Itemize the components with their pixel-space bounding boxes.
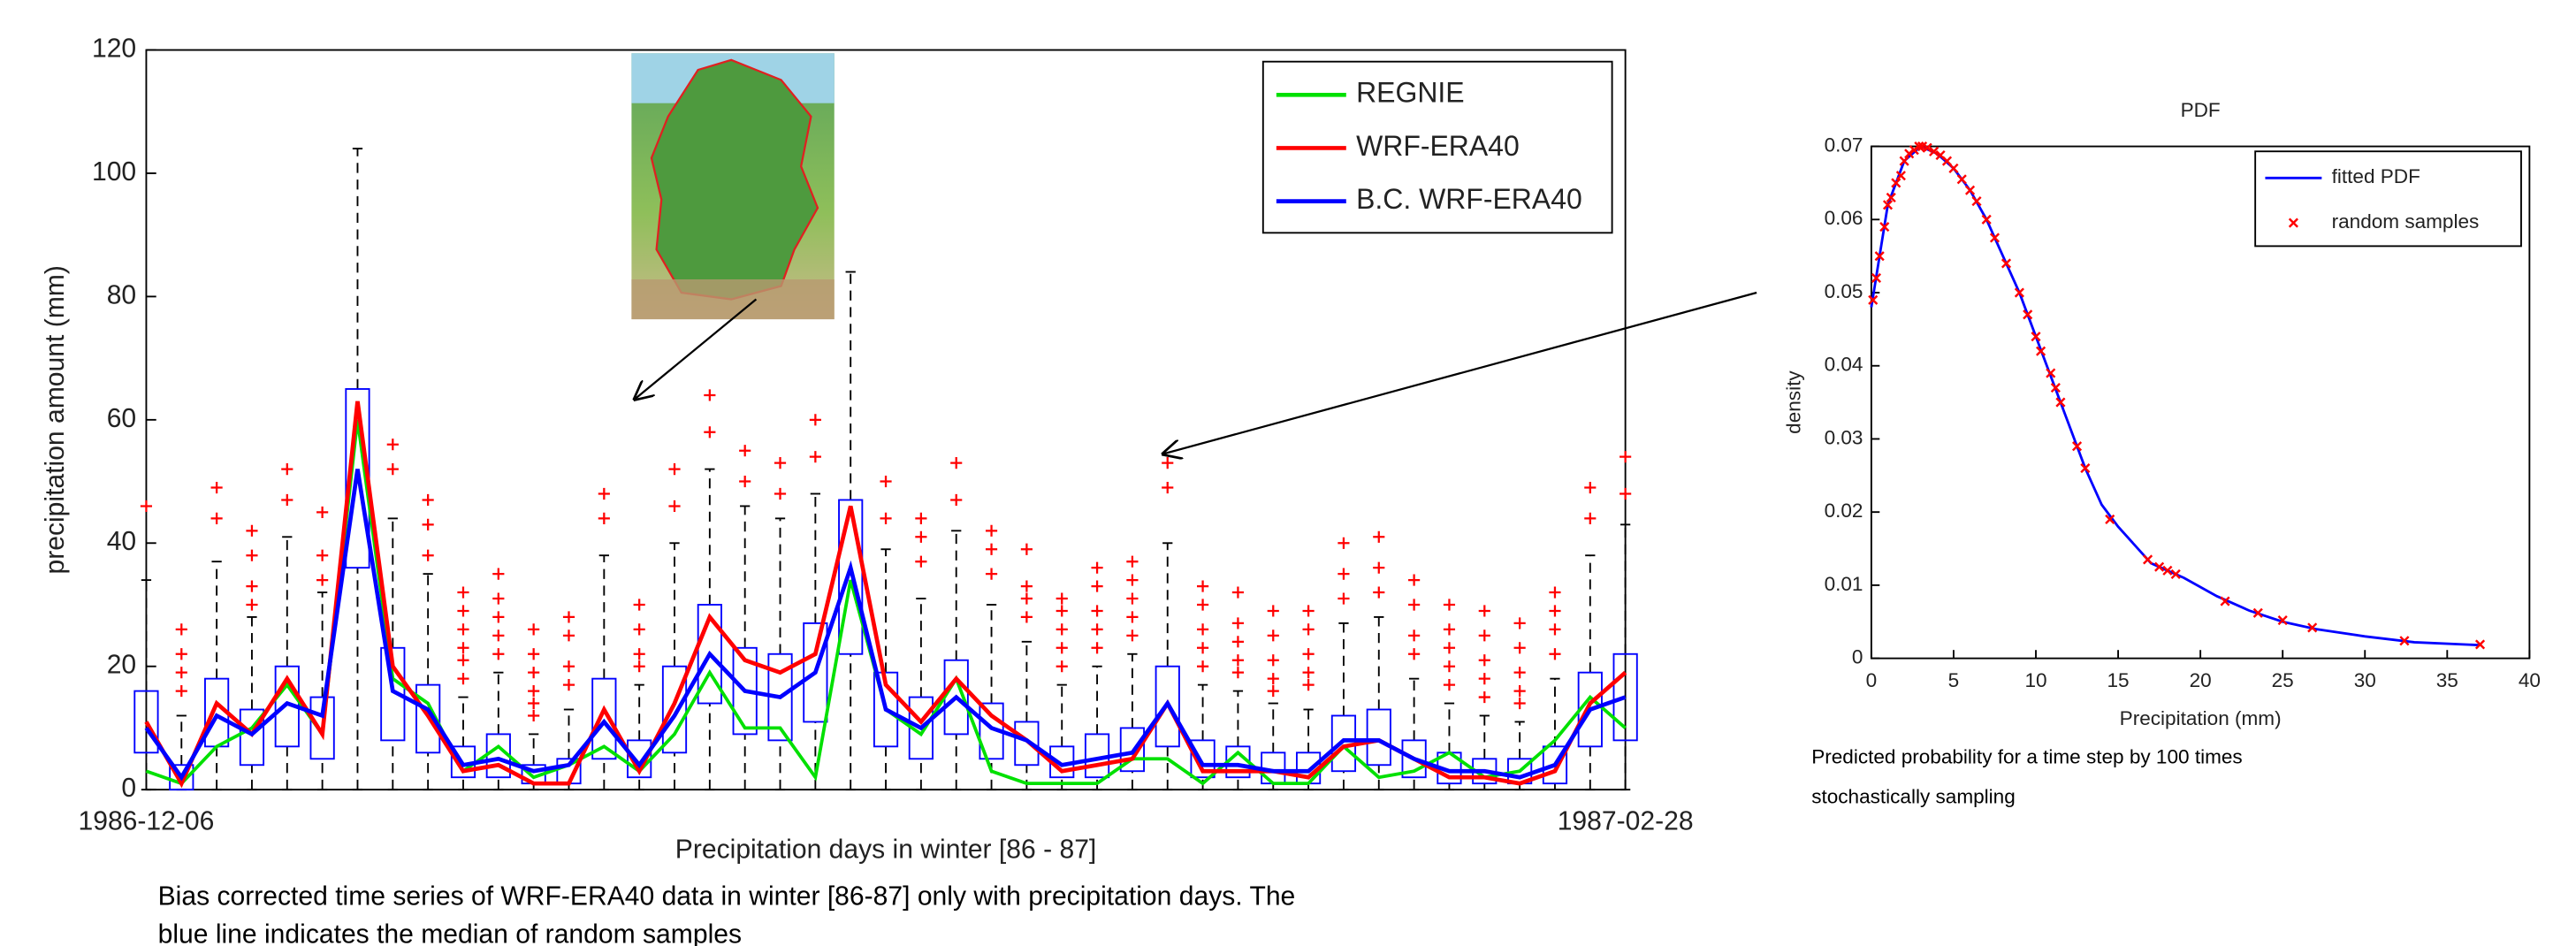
y-tick-label: 0.06 [1825,207,1863,229]
legend-label: WRF-ERA40 [1356,130,1520,162]
pdf-chart: PDF 0 0.01 0.02 0.03 0.04 0.05 0.06 0.07 0 5 10 15 20… [1782,99,2541,807]
legend-label: random samples [2332,210,2480,233]
x-tick-label: 15 [2107,669,2130,691]
x-tick-label: 20 [2190,669,2212,691]
y-tick-label: 0.05 [1825,280,1863,302]
caption: blue line indicates the median of random… [158,920,742,946]
y-tick-label: 0.07 [1825,134,1863,156]
y-tick-label: 0 [121,774,136,803]
boxplot-chart: 0 20 40 60 80 100 120 1986-12-06 1987-02-28 preci… [41,34,1694,946]
x-tick-label: 25 [2272,669,2294,691]
legend-label: B.C. WRF-ERA40 [1356,183,1582,215]
y-tick-label: 100 [92,157,136,187]
x-tick-label: 1986-12-06 [79,807,215,836]
x-tick-label: 1987-02-28 [1558,807,1694,836]
y-tick-label: 0.04 [1825,354,1863,376]
y-axis-label: density [1782,370,1804,434]
x-tick-label: 35 [2436,669,2458,691]
legend-label: REGNIE [1356,77,1465,109]
map-inset [631,53,834,319]
y-tick-label: 0.02 [1825,500,1863,522]
caption: Predicted probability for a time step by… [1811,745,2243,767]
chart-title: PDF [2181,99,2221,121]
y-tick-label: 0 [1852,646,1863,668]
x-tick-label: 40 [2519,669,2541,691]
y-tick-label: 60 [107,404,136,433]
y-tick-label: 20 [107,651,136,680]
caption: Bias corrected time series of WRF-ERA40 … [158,881,1296,911]
y-tick-label: 0.01 [1825,573,1863,595]
x-tick-label: 30 [2354,669,2376,691]
x-axis-label: Precipitation (mm) [2120,707,2282,729]
y-tick-label: 40 [107,527,136,556]
caption: stochastically sampling [1811,785,2016,807]
figure: 0204060801001201986-12-061987-02-28preci… [0,0,2576,946]
y-tick-label: 0.03 [1825,426,1863,448]
x-tick-label: 5 [1948,669,1960,691]
legend-label: fitted PDF [2332,165,2420,187]
y-tick-label: 80 [107,280,136,309]
y-tick-label: 120 [92,34,136,63]
x-tick-label: 0 [1866,669,1878,691]
y-axis-label: precipitation amount (mm) [41,265,70,574]
x-tick-label: 10 [2024,669,2046,691]
x-axis-label: Precipitation days in winter [86 - 87] [675,835,1096,865]
